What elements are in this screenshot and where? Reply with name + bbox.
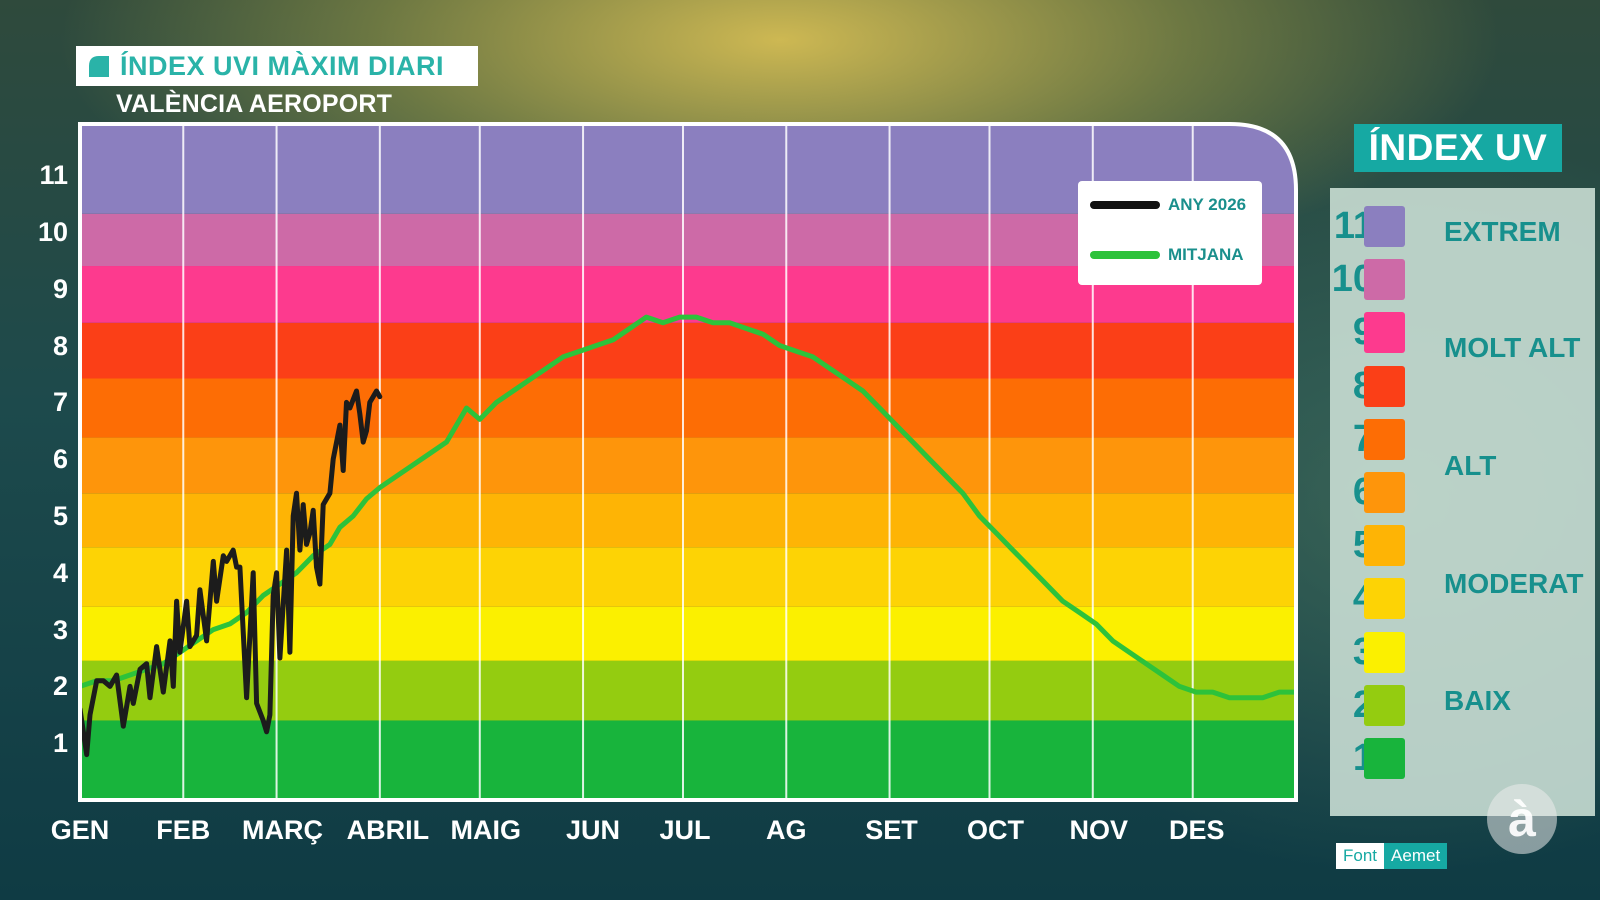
y-tick-5: 5	[52, 500, 68, 531]
y-tick-7: 7	[52, 387, 68, 418]
x-tick-jun: JUN	[566, 815, 621, 845]
scale-swatch-8	[1364, 365, 1405, 407]
chart-legend: ANY 2026 MITJANA	[1078, 181, 1262, 285]
scale-swatch-1	[1364, 738, 1405, 779]
source-value: Aemet	[1384, 843, 1448, 869]
scale-swatch-6	[1364, 472, 1405, 513]
y-tick-10: 10	[37, 216, 68, 247]
chart-subtitle: VALÈNCIA AEROPORT	[116, 90, 393, 118]
y-tick-6: 6	[52, 444, 68, 475]
scale-swatch-4	[1364, 578, 1405, 620]
channel-logo: à	[1487, 784, 1557, 854]
leaf-icon	[89, 56, 109, 77]
category-molt-alt: MOLT ALT	[1444, 332, 1581, 363]
scale-swatch-7	[1364, 418, 1405, 460]
scale-swatch-10	[1364, 259, 1405, 301]
y-tick-2: 2	[52, 671, 68, 702]
chart-title: ÍNDEX UVI MÀXIM DIARI	[120, 50, 445, 81]
legend-item-any-2026: ANY 2026	[1090, 195, 1246, 215]
x-tick-jul: JUL	[659, 815, 711, 845]
x-tick-des: DES	[1168, 815, 1225, 845]
uv-band-3	[80, 606, 1296, 661]
chart-title-box: ÍNDEX UVI MÀXIM DIARI	[76, 46, 478, 86]
scale-swatch-11	[1364, 206, 1405, 247]
x-tick-març: MARÇ	[242, 815, 324, 845]
legend-swatch-mitjana	[1090, 251, 1160, 259]
uv-band-6	[80, 437, 1296, 494]
uv-band-7	[80, 378, 1296, 438]
category-moderat: MODERAT	[1444, 568, 1584, 599]
category-extrem: EXTREM	[1444, 216, 1561, 247]
scale-swatch-9	[1364, 312, 1405, 354]
y-tick-11: 11	[39, 160, 68, 191]
x-tick-nov: NOV	[1069, 815, 1129, 845]
y-tick-4: 4	[52, 557, 68, 588]
legend-label-any-2026: ANY 2026	[1168, 195, 1247, 214]
uv-chart-plot	[78, 122, 1298, 802]
legend-swatch-any-2026	[1090, 201, 1160, 209]
uv-scale-panel: 1110987654321 EXTREM MOLT ALT ALT MODERA…	[1330, 188, 1595, 816]
x-tick-set: SET	[865, 815, 918, 845]
source-label: Font	[1336, 843, 1385, 869]
y-tick-8: 8	[52, 330, 68, 361]
uv-scale-title: ÍNDEX UV	[1354, 124, 1562, 172]
x-tick-feb: FEB	[156, 815, 211, 845]
category-baix: BAIX	[1444, 685, 1511, 716]
x-tick-maig: MAIG	[450, 815, 522, 845]
legend-item-mitjana: MITJANA	[1090, 245, 1244, 265]
y-tick-1: 1	[52, 728, 68, 759]
x-tick-abril: ABRIL	[346, 815, 430, 845]
x-tick-gen: GEN	[50, 815, 110, 845]
y-tick-9: 9	[52, 273, 68, 304]
uv-band-8	[80, 322, 1296, 379]
category-alt: ALT	[1444, 450, 1497, 481]
legend-label-mitjana: MITJANA	[1168, 245, 1244, 264]
y-tick-3: 3	[52, 614, 68, 645]
scale-swatch-2	[1364, 684, 1405, 726]
x-tick-oct: OCT	[967, 815, 1024, 845]
uv-band-1	[80, 720, 1296, 800]
scale-swatch-3	[1364, 631, 1405, 673]
uv-band-5	[80, 493, 1296, 548]
x-tick-ag: AG	[766, 815, 807, 845]
series-lines	[80, 314, 1296, 758]
plot-frame	[78, 122, 1298, 802]
source-credit: Font Aemet	[1336, 843, 1448, 869]
scale-swatch-5	[1364, 525, 1405, 567]
series-line-any-2026	[80, 388, 383, 758]
